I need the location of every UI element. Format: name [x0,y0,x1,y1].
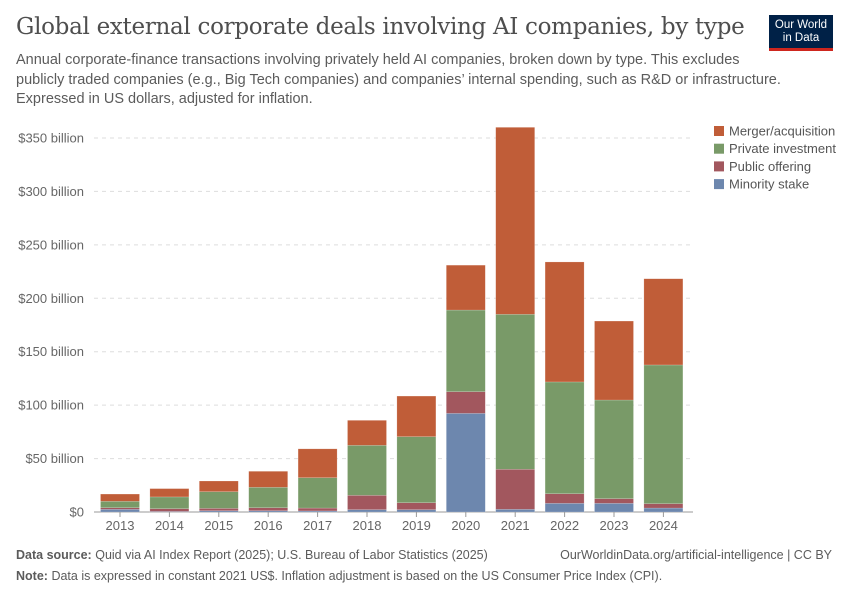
bar-merger-acquisition-2018 [347,420,387,446]
bar-merger-acquisition-2013 [100,493,140,502]
bar-minority-stake-2018 [347,509,387,513]
bar-private-investment-2022 [544,381,585,494]
source-text[interactable]: Quid via AI Index Report (2025); U.S. Bu… [95,548,488,562]
bar-minority-stake-2019 [396,509,437,513]
x-tick-label: 2022 [550,518,579,533]
data-source: Data source: Quid via AI Index Report (2… [16,548,488,562]
bar-private-investment-2021 [495,314,535,470]
legend-swatch [714,126,724,136]
bar-public-offering-2020 [446,391,486,414]
x-tick-label: 2019 [402,518,431,533]
bar-private-investment-2014 [149,496,190,509]
source-url[interactable]: OurWorldinData.org/artificial-intelligen… [560,548,832,562]
logo-line2: in Data [782,32,820,44]
bar-minority-stake-2022 [544,503,585,513]
bar-private-investment-2024 [643,364,684,504]
bar-private-investment-2017 [297,477,338,509]
owid-logo[interactable]: Our World in Data [769,15,833,51]
legend-label: Private investment [729,141,836,156]
bar-public-offering-2016 [248,507,288,511]
logo-line1: Our World [774,19,828,31]
bar-private-investment-2016 [248,487,288,508]
bar-merger-acquisition-2019 [396,395,437,437]
x-tick-label: 2014 [155,518,184,533]
bar-private-investment-2015 [199,491,239,509]
note-label: Note: [16,569,48,583]
bar-merger-acquisition-2021 [495,127,535,315]
legend-swatch [714,179,724,190]
bar-public-offering-2022 [544,493,585,504]
y-tick-label: $100 billion [18,398,84,413]
bar-minority-stake-2021 [495,509,535,513]
bar-private-investment-2020 [446,309,486,392]
source-label: Data source: [16,548,92,562]
x-tick-label: 2016 [254,518,283,533]
bar-public-offering-2014 [149,508,190,512]
bar-public-offering-2023 [594,498,634,504]
y-tick-label: $0 [70,505,84,520]
y-tick-label: $300 billion [18,184,84,199]
y-tick-label: $200 billion [18,291,84,306]
y-tick-label: $250 billion [18,237,84,252]
chart-subtitle: Annual corporate-finance transactions in… [16,52,781,107]
bar-merger-acquisition-2014 [149,488,190,498]
bar-merger-acquisition-2020 [446,264,486,311]
bar-merger-acquisition-2023 [594,320,634,401]
bar-private-investment-2018 [347,445,387,496]
y-tick-label: $50 billion [25,451,84,466]
bar-minority-stake-2023 [594,503,634,513]
bar-public-offering-2018 [347,495,387,510]
bar-private-investment-2019 [396,436,437,503]
note-text: Data is expressed in constant 2021 US$. … [51,569,663,583]
bar-public-offering-2021 [495,469,535,510]
x-tick-label: 2013 [106,518,135,533]
legend-label: Minority stake [729,177,809,192]
legend-label: Merger/acquisition [729,124,835,139]
bar-public-offering-2017 [297,507,338,512]
y-tick-label: $350 billion [18,131,84,146]
bar-private-investment-2023 [594,399,634,499]
x-tick-label: 2024 [649,518,678,533]
legend-swatch [714,161,724,172]
bar-merger-acquisition-2015 [199,480,239,492]
y-tick-label: $150 billion [18,344,84,359]
x-tick-label: 2018 [353,518,382,533]
chart-title: Global external corporate deals involvin… [16,14,745,40]
x-tick-label: 2020 [451,518,480,533]
legend-label: Public offering [729,159,811,174]
bar-minority-stake-2013 [100,509,140,513]
bar-minority-stake-2024 [643,507,684,513]
bar-merger-acquisition-2022 [544,261,585,383]
note: Note: Data is expressed in constant 2021… [16,569,662,583]
bar-merger-acquisition-2024 [643,278,684,366]
bar-minority-stake-2020 [446,413,486,513]
x-tick-label: 2015 [204,518,233,533]
legend-swatch [714,143,724,154]
x-tick-label: 2021 [501,518,530,533]
x-tick-label: 2017 [303,518,332,533]
bar-public-offering-2015 [199,508,239,511]
bar-private-investment-2013 [100,501,140,508]
bar-public-offering-2024 [643,503,684,509]
bar-public-offering-2019 [396,502,437,510]
bar-merger-acquisition-2016 [248,471,288,488]
x-tick-label: 2023 [600,518,629,533]
bar-merger-acquisition-2017 [297,448,338,478]
